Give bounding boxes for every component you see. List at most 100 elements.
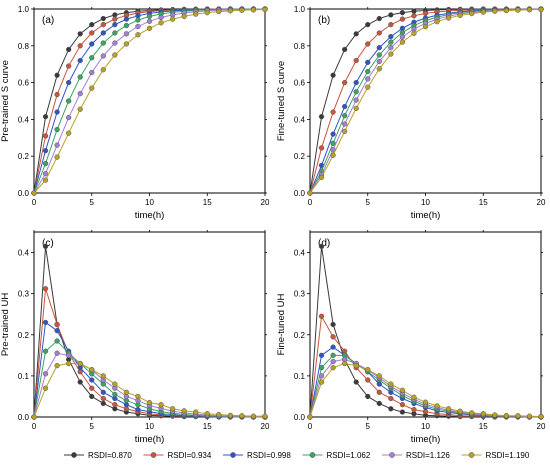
data-point bbox=[77, 360, 83, 367]
data-point bbox=[388, 51, 394, 57]
data-point bbox=[353, 79, 359, 86]
x-tick-label: 20 bbox=[537, 422, 546, 431]
data-point bbox=[42, 319, 49, 326]
data-point bbox=[135, 17, 141, 23]
data-point bbox=[376, 389, 382, 395]
data-point bbox=[388, 33, 394, 40]
data-point bbox=[89, 367, 95, 373]
data-point bbox=[376, 30, 382, 36]
data-point bbox=[227, 412, 234, 419]
data-point bbox=[480, 9, 486, 15]
x-tick-label: 15 bbox=[203, 198, 212, 207]
data-point bbox=[54, 154, 60, 160]
data-point bbox=[169, 16, 176, 22]
data-point bbox=[100, 67, 106, 73]
y-tick-label: 0.1 bbox=[294, 372, 306, 381]
data-point bbox=[31, 190, 37, 196]
data-point bbox=[318, 243, 325, 250]
x-tick-label: 20 bbox=[261, 422, 270, 431]
y-tick-label: 1.0 bbox=[18, 5, 30, 14]
plot-frame bbox=[309, 231, 542, 418]
data-point bbox=[123, 22, 130, 29]
data-point bbox=[181, 408, 187, 414]
data-point bbox=[66, 98, 72, 104]
data-point bbox=[318, 174, 325, 181]
legend-marker bbox=[468, 452, 475, 458]
data-point bbox=[112, 381, 118, 387]
data-point bbox=[503, 413, 510, 419]
data-point bbox=[135, 23, 141, 30]
data-point bbox=[123, 389, 130, 395]
data-point bbox=[42, 171, 49, 177]
data-point bbox=[365, 41, 371, 47]
data-point bbox=[457, 12, 463, 19]
data-point bbox=[42, 113, 49, 120]
data-point bbox=[89, 393, 95, 400]
y-tick-label: 0.2 bbox=[294, 331, 306, 340]
data-point bbox=[193, 409, 199, 415]
data-point bbox=[54, 126, 60, 133]
data-point bbox=[388, 395, 394, 402]
series-line bbox=[309, 246, 541, 418]
data-point bbox=[216, 411, 222, 418]
data-point bbox=[469, 10, 475, 17]
data-point bbox=[54, 321, 60, 328]
data-point bbox=[330, 152, 336, 158]
y-tick-label: 0.2 bbox=[18, 331, 30, 340]
data-point bbox=[77, 90, 83, 97]
data-point bbox=[135, 406, 141, 413]
x-tick-label: 0 bbox=[32, 422, 37, 431]
data-point bbox=[318, 145, 325, 151]
y-axis-label: Fine-tuned UH bbox=[276, 293, 287, 355]
x-tick-label: 15 bbox=[203, 422, 212, 431]
data-point bbox=[492, 8, 498, 14]
chart-panel-1: 0 5 10 15 20 0.0 0.2 0.4 0.6 0.8 1.0 time(h) Pre-tra… bbox=[0, 5, 270, 221]
data-point bbox=[376, 52, 382, 58]
y-axis-label: Fine-tuned S curve bbox=[276, 61, 287, 141]
data-point bbox=[54, 72, 60, 78]
data-point bbox=[469, 410, 475, 416]
data-point bbox=[42, 348, 49, 354]
data-point bbox=[353, 362, 359, 369]
panel-tag: (a) bbox=[42, 15, 54, 26]
y-tick-label: 0.0 bbox=[18, 189, 30, 198]
y-tick-label: 0.2 bbox=[18, 152, 30, 161]
data-point bbox=[388, 21, 394, 28]
x-tick-label: 15 bbox=[479, 198, 488, 207]
data-point bbox=[365, 84, 371, 90]
data-point bbox=[457, 408, 463, 414]
data-point bbox=[445, 406, 452, 412]
y-tick-label: 0.4 bbox=[18, 249, 30, 258]
data-point bbox=[434, 19, 440, 25]
data-point bbox=[42, 160, 49, 167]
data-point bbox=[342, 360, 348, 367]
data-point bbox=[66, 63, 72, 69]
x-tick-label: 5 bbox=[366, 422, 371, 431]
data-point bbox=[135, 393, 141, 400]
data-point bbox=[66, 79, 72, 86]
data-point bbox=[353, 379, 359, 385]
chart-panel-2: 0 5 10 15 20 0.0 0.2 0.4 0.6 0.8 1.0 time(h) Fine-tu… bbox=[276, 5, 546, 221]
series-line bbox=[309, 8, 542, 194]
data-point bbox=[388, 39, 394, 45]
data-point bbox=[89, 21, 95, 28]
data-point bbox=[365, 393, 371, 400]
data-point bbox=[330, 109, 336, 115]
legend-marker bbox=[230, 452, 236, 458]
y-tick-label: 0.6 bbox=[294, 79, 306, 88]
data-point bbox=[318, 113, 325, 120]
data-point bbox=[66, 352, 72, 358]
data-point bbox=[239, 413, 245, 419]
series-line bbox=[309, 8, 541, 194]
y-tick-label: 0.0 bbox=[18, 413, 30, 422]
chart-panel-4: 0 5 10 15 20 0.0 0.1 0.2 0.3 0.4 time(h) Fine-tuned… bbox=[276, 230, 546, 445]
data-point bbox=[31, 414, 37, 420]
legend-label: RSDI=0.934 bbox=[168, 451, 212, 460]
data-point bbox=[342, 113, 348, 119]
legend-marker bbox=[309, 452, 316, 458]
data-point bbox=[42, 243, 49, 250]
data-point bbox=[330, 72, 336, 78]
data-point bbox=[307, 190, 313, 196]
y-tick-label: 0.8 bbox=[294, 42, 306, 51]
